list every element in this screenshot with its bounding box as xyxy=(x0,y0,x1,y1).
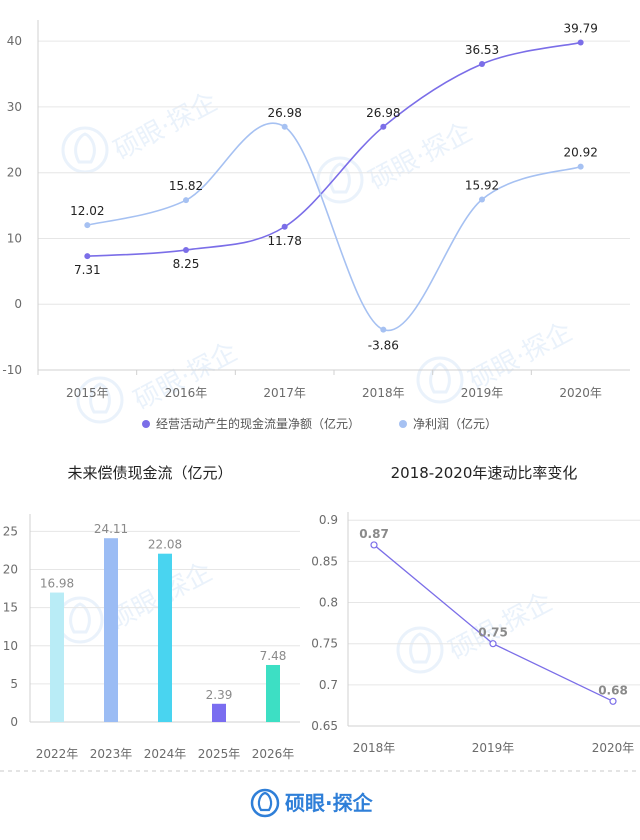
quick-ratio-line-chart: 2018-2020年速动比率变化 0.65 0.7 0.75 0.8 0.85 0.9 0.8… xyxy=(311,464,640,755)
y-tick-label: 0.75 xyxy=(311,637,338,651)
y-tick-label: 0 xyxy=(14,297,22,311)
data-label-0: 11.78 xyxy=(267,234,301,248)
data-point-1 xyxy=(577,163,584,170)
data-label: 0.75 xyxy=(478,626,508,640)
y-tick-label: 20 xyxy=(7,166,22,180)
bar xyxy=(266,664,280,722)
y-tick-label: 40 xyxy=(7,34,22,48)
legend-item-label: 经营活动产生的现金流量净额（亿元） xyxy=(156,416,360,431)
y-tick-label: 0 xyxy=(10,715,18,729)
data-label: 0.68 xyxy=(598,683,628,697)
x-tick-label: 2018年 xyxy=(362,386,405,400)
data-label-1: 20.92 xyxy=(563,146,597,160)
data-point xyxy=(370,541,378,549)
chart-title: 未来偿债现金流（亿元） xyxy=(67,464,232,482)
x-tick-label: 2019年 xyxy=(472,741,515,755)
bar xyxy=(212,703,226,722)
x-tick-label: 2023年 xyxy=(90,747,133,761)
y-tick-label: 15 xyxy=(3,601,18,615)
bar-value-label: 16.98 xyxy=(40,577,74,591)
data-label-0: 39.79 xyxy=(563,22,597,36)
series-line-0 xyxy=(87,41,581,257)
data-label-0: 36.53 xyxy=(465,43,499,57)
watermark-layer: 硕眼·探企 硕眼·探企 硕眼·探企 硕眼·探企 硕眼·探企 硕眼·探企 xyxy=(56,87,577,674)
data-label-1: 15.92 xyxy=(465,179,499,193)
data-label-0: 26.98 xyxy=(366,106,400,120)
data-point-1 xyxy=(380,326,387,333)
bar-value-label: 2.39 xyxy=(206,688,233,702)
data-label-0: 8.25 xyxy=(173,257,200,271)
bar xyxy=(158,553,172,722)
series-line-1 xyxy=(87,122,581,332)
data-point-0 xyxy=(281,223,288,230)
x-tick-label: 2020年 xyxy=(592,741,635,755)
watermark-logo-icon xyxy=(316,156,364,204)
data-label: 0.87 xyxy=(359,527,389,541)
chart-title: 2018-2020年速动比率变化 xyxy=(391,464,578,482)
x-tick-label: 2024年 xyxy=(144,747,187,761)
data-point-0 xyxy=(577,39,584,46)
legend-swatch xyxy=(142,420,150,428)
data-label-1: 12.02 xyxy=(70,204,104,218)
bar xyxy=(104,538,118,722)
x-tick-label: 2017年 xyxy=(263,386,306,400)
watermark-logo-icon xyxy=(396,626,444,674)
data-point xyxy=(489,640,497,648)
cashflow-vs-profit-line-chart: -10 0 10 20 30 40 2015年 2016年 2017年 2018年 2019年 202… xyxy=(2,20,630,431)
bar-value-label: 22.08 xyxy=(148,538,182,552)
bar xyxy=(50,592,64,722)
future-debt-cashflow-bar-chart: 未来偿债现金流（亿元） 0 5 10 15 20 25 16.98 2022年 24.11 2023… xyxy=(3,464,300,761)
legend-item-label: 净利润（亿元） xyxy=(413,416,497,431)
x-tick-label: 2018年 xyxy=(353,741,396,755)
data-point-0 xyxy=(84,253,91,260)
bar-value-label: 24.11 xyxy=(94,522,128,536)
data-point-0 xyxy=(183,246,189,253)
x-tick-label: 2015年 xyxy=(66,386,109,400)
y-tick-label: 30 xyxy=(7,100,22,114)
data-point-1 xyxy=(84,222,91,229)
data-point-1 xyxy=(479,196,485,203)
y-tick-label: 10 xyxy=(7,231,22,245)
x-tick-label: 2020年 xyxy=(559,386,602,400)
y-tick-label: 0.65 xyxy=(311,719,338,733)
data-label-1: 26.98 xyxy=(267,106,301,120)
y-tick-label: -10 xyxy=(2,363,22,377)
y-tick-label: 10 xyxy=(3,639,18,653)
x-tick-label: 2026年 xyxy=(252,747,295,761)
data-label-0: 7.31 xyxy=(74,263,101,277)
y-tick-label: 0.85 xyxy=(311,554,338,568)
watermark-text: 硕眼·探企 xyxy=(129,337,242,416)
data-point-0 xyxy=(479,60,485,67)
x-tick-label: 2022年 xyxy=(36,747,79,761)
data-point-1 xyxy=(281,123,288,130)
data-point-1 xyxy=(183,197,189,204)
watermark-logo-icon xyxy=(416,356,464,404)
watermark-logo-icon xyxy=(56,596,104,644)
data-label-1: -3.86 xyxy=(368,339,399,353)
watermark-text: 硕眼·探企 xyxy=(109,87,222,166)
data-point-0 xyxy=(380,123,387,130)
data-point xyxy=(609,697,617,705)
x-tick-label: 2016年 xyxy=(165,386,208,400)
x-tick-label: 2019年 xyxy=(461,386,504,400)
watermark-text: 硕眼·探企 xyxy=(464,317,577,396)
y-tick-label: 25 xyxy=(3,524,18,538)
x-tick-label: 2025年 xyxy=(198,747,241,761)
y-tick-label: 0.8 xyxy=(319,596,338,610)
watermark-logo-icon xyxy=(61,126,109,174)
data-label-1: 15.82 xyxy=(169,179,203,193)
brand-footer: 硕眼·探企 xyxy=(250,788,374,818)
y-tick-label: 5 xyxy=(10,677,18,691)
bar-value-label: 7.48 xyxy=(260,649,287,663)
brand-logo-icon xyxy=(250,788,280,818)
legend-swatch xyxy=(399,420,407,428)
chart-legend: 经营活动产生的现金流量净额（亿元） 净利润（亿元） xyxy=(142,416,497,431)
watermark-logo-icon xyxy=(76,376,124,424)
y-tick-label: 0.9 xyxy=(319,513,338,527)
y-tick-label: 20 xyxy=(3,563,18,577)
brand-logo-text: 硕眼·探企 xyxy=(285,791,374,815)
y-tick-label: 0.7 xyxy=(319,678,338,692)
